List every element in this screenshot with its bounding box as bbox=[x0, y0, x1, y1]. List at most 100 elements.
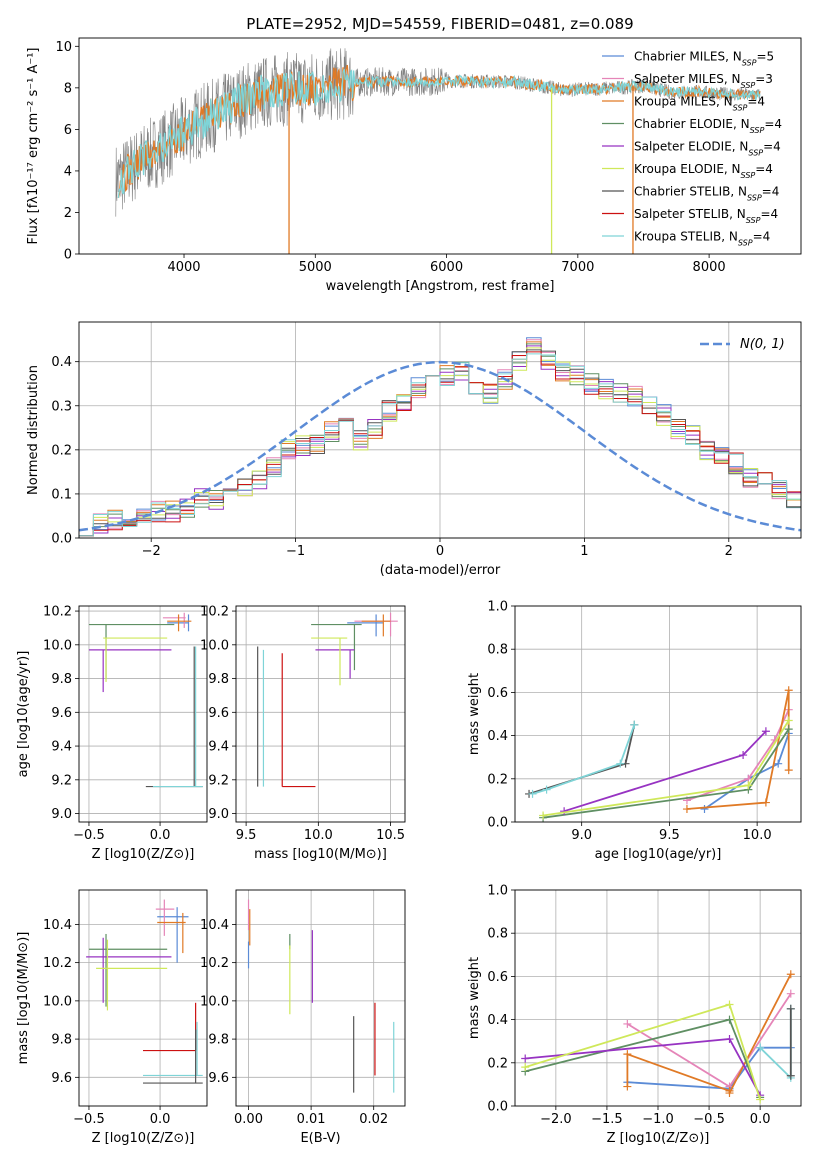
axes-frame bbox=[235, 605, 406, 823]
legend-label: Salpeter ELODIE, NSSP=4 bbox=[634, 140, 781, 158]
mass-weight-series bbox=[563, 730, 767, 813]
x-tick-label: 0.0 bbox=[150, 828, 171, 843]
data-point-marker bbox=[774, 759, 783, 768]
data-point-marker bbox=[725, 1000, 734, 1009]
data-point-marker bbox=[786, 1071, 795, 1080]
y-tick-label: 6 bbox=[64, 123, 72, 138]
x-tick-label: −1.5 bbox=[591, 1112, 623, 1127]
x-tick-label: 6000 bbox=[430, 260, 463, 275]
data-point-marker bbox=[539, 811, 548, 820]
data-point-marker bbox=[725, 1089, 734, 1098]
y-axis-label: age [log10(age/yr)] bbox=[16, 651, 31, 778]
y-tick-label: 0.4 bbox=[487, 729, 508, 744]
data-point-marker bbox=[521, 1063, 530, 1072]
legend-label: N(0, 1) bbox=[740, 337, 785, 352]
y-tick-label: 8 bbox=[64, 81, 72, 96]
y-tick-label: 10.0 bbox=[200, 994, 229, 1009]
residuals-panel: −2 −1 0 1 2 0.0 0.1 0.2 0.3 0.4 (data-model)/error… bbox=[26, 321, 802, 578]
y-tick-label: 4 bbox=[64, 164, 72, 179]
x-axis-label: mass [log10(M/M⊙)] bbox=[254, 847, 387, 862]
x-axis-label: Z [log10(Z/Z⊙)] bbox=[92, 847, 195, 862]
legend-value: =4 bbox=[762, 185, 780, 199]
mass-vs-Z-panel: −0.5 0.0 9.6 9.8 10.0 10.2 10.4 Z [log10(Z/Z⊙)]… bbox=[16, 889, 208, 1146]
data-point-marker bbox=[623, 1082, 632, 1091]
y-axis-label: Flux [fλ10⁻¹⁷ erg cm⁻² s⁻¹ A⁻¹] bbox=[26, 48, 41, 245]
data-point-marker bbox=[521, 1054, 530, 1063]
legend-subscript: SSP bbox=[750, 126, 765, 135]
y-tick-label: 9.6 bbox=[51, 706, 72, 721]
legend-subscript: SSP bbox=[747, 193, 762, 202]
y-tick-label: 0.0 bbox=[51, 532, 72, 547]
data-point-marker bbox=[784, 766, 793, 775]
y-tick-label: 9.2 bbox=[51, 773, 72, 788]
data-point-marker bbox=[682, 805, 691, 814]
mass-weight-series bbox=[525, 1038, 761, 1096]
y-tick-label: 0.2 bbox=[51, 443, 72, 458]
y-tick-label: 0.0 bbox=[487, 1100, 508, 1115]
data-point-marker bbox=[700, 805, 709, 814]
data-point-marker bbox=[725, 1035, 734, 1044]
data-point-marker bbox=[725, 1015, 734, 1024]
y-tick-label: 1.0 bbox=[487, 600, 508, 615]
mass-weight-series bbox=[524, 1003, 761, 1100]
legend-value: =4 bbox=[763, 140, 781, 154]
x-tick-label: 10.0 bbox=[743, 828, 772, 843]
axes-frame bbox=[514, 605, 802, 823]
y-tick-label: 10.0 bbox=[43, 638, 72, 653]
x-tick-label: 9.5 bbox=[236, 828, 257, 843]
y-tick-label: 9.6 bbox=[51, 1071, 72, 1086]
data-point-marker bbox=[761, 798, 770, 807]
y-tick-label: 1.0 bbox=[487, 884, 508, 899]
data-point-marker bbox=[761, 727, 770, 736]
x-axis-label: (data-model)/error bbox=[380, 563, 501, 578]
x-tick-label: 0.01 bbox=[297, 1112, 326, 1127]
y-tick-label: 10.2 bbox=[200, 956, 229, 971]
data-point-marker bbox=[542, 785, 551, 794]
legend-subscript: SSP bbox=[742, 58, 757, 67]
x-axis-label: wavelength [Angstrom, rest frame] bbox=[326, 279, 555, 294]
legend-value: =4 bbox=[764, 117, 782, 131]
y-tick-label: 0.4 bbox=[51, 355, 72, 370]
axes-frame bbox=[78, 605, 208, 823]
mass-vs-EBV-panel: 0.00 0.01 0.02 9.6 9.8 10.0 10.2 10.4 E(B-V) bbox=[200, 889, 406, 1146]
y-tick-label: 0.6 bbox=[487, 686, 508, 701]
legend-label: Kroupa STELIB, NSSP=4 bbox=[634, 230, 770, 248]
legend-value: =5 bbox=[756, 50, 774, 64]
y-axis-label: mass [log10(M/M⊙)] bbox=[16, 932, 31, 1065]
legend-subscript: SSP bbox=[741, 81, 756, 90]
y-tick-label: 9.0 bbox=[51, 807, 72, 822]
y-tick-label: 0.2 bbox=[487, 1056, 508, 1071]
y-tick-label: 10.2 bbox=[43, 605, 72, 620]
x-tick-label: 10.5 bbox=[376, 828, 405, 843]
x-tick-label: 10.0 bbox=[304, 828, 333, 843]
legend-value: =4 bbox=[760, 207, 778, 221]
y-tick-label: 0.8 bbox=[487, 927, 508, 942]
data-point-marker bbox=[739, 751, 748, 760]
y-tick-label: 9.8 bbox=[208, 672, 229, 687]
y-tick-label: 9.8 bbox=[51, 1033, 72, 1048]
y-axis-label: mass weight bbox=[467, 673, 482, 755]
data-point-marker bbox=[744, 781, 753, 790]
y-tick-label: 0 bbox=[64, 248, 72, 263]
legend-value: =4 bbox=[747, 95, 765, 109]
x-tick-label: −0.5 bbox=[73, 828, 105, 843]
figure-title: PLATE=2952, MJD=54559, FIBERID=0481, z=0… bbox=[246, 15, 633, 33]
y-tick-label: 10.4 bbox=[43, 918, 72, 933]
x-tick-label: −0.5 bbox=[73, 1112, 105, 1127]
weight-vs-Z-panel: −2.0 −1.5 −1.0 −0.5 0.0 0.0 0.2 0.4 0.6 0.8 1.0 Z [… bbox=[467, 884, 802, 1146]
x-tick-label: 9.5 bbox=[659, 828, 680, 843]
data-point-marker bbox=[630, 720, 639, 729]
axes-frame bbox=[78, 321, 802, 539]
y-tick-label: 9.6 bbox=[208, 706, 229, 721]
mass-weight-series bbox=[532, 724, 636, 795]
x-tick-label: 0.00 bbox=[234, 1112, 263, 1127]
x-tick-label: 2 bbox=[725, 544, 733, 559]
x-axis-label: E(B-V) bbox=[300, 1131, 340, 1146]
y-tick-label: 9.8 bbox=[208, 1033, 229, 1048]
data-point-marker bbox=[784, 686, 793, 695]
x-tick-label: 0.0 bbox=[150, 1112, 171, 1127]
x-axis-label: age [log10(age/yr)] bbox=[595, 847, 722, 862]
y-tick-label: 10.0 bbox=[43, 994, 72, 1009]
age-vs-mass-panel: 9.5 10.0 10.5 9.0 9.2 9.4 9.6 9.8 10.0 10.2 mass [… bbox=[200, 605, 406, 862]
